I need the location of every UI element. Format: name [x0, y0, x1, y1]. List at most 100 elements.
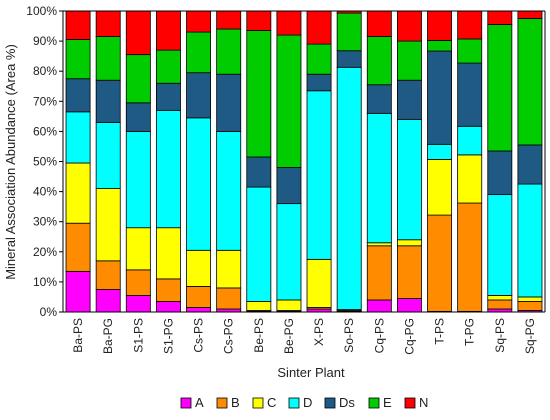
bar-segment-Ds-Ba-PS: [65, 78, 91, 113]
legend-label-Ds: Ds: [339, 395, 355, 410]
y-axis-title: Mineral Association Abundance (Area %): [3, 44, 18, 280]
bar-segment-N-T-PS: [427, 10, 453, 41]
y-tick-label: 10%: [33, 275, 57, 289]
bar-segment-B-Cq-PG: [396, 245, 422, 299]
bar-segment-B-Cs-PG: [216, 287, 242, 310]
legend-swatch-B: [216, 397, 228, 409]
x-tick-label: Cq-PS: [372, 318, 386, 353]
bar-segment-A-Cq-PS: [366, 299, 392, 313]
bar-segment-Ds-T-PG: [457, 62, 483, 127]
bar-segment-N-Sq-PS: [487, 10, 513, 25]
bar-segment-A-Ba-PG: [95, 289, 121, 313]
x-tick-label: Cs-PS: [192, 318, 206, 353]
bar-segment-D-S1-PG: [155, 109, 181, 229]
bar-segment-Ds-Be-PG: [276, 167, 302, 205]
legend-label-E: E: [383, 395, 392, 410]
x-tick-label: X-PS: [312, 318, 326, 346]
bar-segment-A-Ba-PS: [65, 270, 91, 313]
bar-segment-E-Cs-PG: [216, 28, 242, 75]
y-tick-label: 20%: [33, 245, 57, 259]
bar-segment-D-So-PS: [336, 66, 362, 310]
bar-segment-C-S1-PG: [155, 227, 181, 280]
bar-segment-N-T-PG: [457, 10, 483, 40]
bar-segment-D-Ba-PG: [95, 121, 121, 189]
bar-segment-E-Cs-PS: [186, 31, 212, 74]
bar-segment-D-Sq-PS: [487, 194, 513, 296]
bar-segment-C-Sq-PS: [487, 295, 513, 301]
legend: A B C D Ds E N: [180, 395, 428, 410]
bar-segment-N-S1-PS: [125, 10, 151, 56]
y-tick-label: 100%: [26, 4, 57, 18]
bar-segment-C-Be-PS: [246, 301, 272, 311]
bar-segment-Ds-S1-PS: [125, 102, 151, 132]
bar-segment-B-Ba-PS: [65, 222, 91, 272]
bar-segment-D-S1-PS: [125, 130, 151, 229]
x-tick-label: Sq-PS: [493, 318, 507, 353]
bar-segment-E-Cq-PG: [396, 40, 422, 81]
x-tick-label: Ba-PS: [71, 318, 85, 353]
bar-segment-Ds-S1-PG: [155, 82, 181, 111]
y-tick-label: 70%: [33, 94, 57, 108]
bar-segment-C-Sq-PG: [517, 296, 543, 302]
y-tick-labels: 0% 10% 20% 30% 40% 50% 60% 70% 80% 90% 100%: [26, 4, 63, 319]
bar-segment-Ds-So-PS: [336, 50, 362, 68]
bar-segment-B-Sq-PS: [487, 299, 513, 310]
x-tick-label: So-PS: [342, 318, 356, 353]
bar-segment-Ds-Cq-PG: [396, 79, 422, 120]
bar-segment-D-X-PS: [306, 90, 332, 260]
y-tick-label: 50%: [33, 155, 57, 169]
bar-segment-N-Cs-PS: [186, 10, 212, 33]
x-tick-label: Ba-PG: [101, 318, 115, 354]
bar-segment-E-T-PG: [457, 38, 483, 64]
bar-segment-N-S1-PG: [155, 10, 181, 51]
x-axis-title: Sinter Plant: [277, 365, 345, 380]
bar-segment-E-Cq-PS: [366, 36, 392, 86]
x-tick-label: T-PS: [433, 318, 447, 345]
legend-label-B: B: [231, 395, 240, 410]
bar-segment-D-Cs-PS: [186, 117, 212, 251]
bar-segment-D-Be-PG: [276, 203, 302, 301]
x-tick-label: Be-PS: [252, 318, 266, 353]
bar-segment-C-Ba-PS: [65, 162, 91, 224]
bar-segment-B-Ba-PG: [95, 260, 121, 290]
bar-segment-A-Cs-PS: [186, 307, 212, 313]
y-tick-label: 80%: [33, 64, 57, 78]
bar-segment-C-X-PS: [306, 258, 332, 308]
bar-segment-C-Cq-PG: [396, 239, 422, 247]
bar-segment-E-So-PS: [336, 12, 362, 52]
bar-segment-A-Cq-PG: [396, 298, 422, 313]
bar-segment-Ds-Sq-PS: [487, 150, 513, 196]
bar-segment-E-Sq-PG: [517, 18, 543, 146]
y-tick-label: 60%: [33, 124, 57, 138]
bar-segment-E-T-PS: [427, 40, 453, 52]
bar-segment-N-Cs-PG: [216, 10, 242, 30]
bar-segment-N-Be-PS: [246, 10, 272, 31]
bar-segment-D-Cq-PG: [396, 118, 422, 241]
legend-swatch-C: [252, 397, 264, 409]
bar-segment-B-Cs-PS: [186, 286, 212, 308]
bar-segment-D-Cq-PS: [366, 112, 392, 244]
x-tick-labels: Ba-PS Ba-PG S1-PS S1-PG Cs-PS Cs-PG Be-PS Be-PG…: [71, 318, 537, 355]
bar-segment-E-Be-PS: [246, 30, 272, 158]
bar-segment-E-Sq-PS: [487, 24, 513, 152]
bar-segment-E-S1-PS: [125, 54, 151, 104]
bar-segment-N-Cq-PG: [396, 10, 422, 42]
bar-segment-E-Be-PG: [276, 34, 302, 168]
legend-swatch-Ds: [324, 397, 336, 409]
bar-segment-D-T-PS: [427, 143, 453, 160]
bar-segment-Ds-Sq-PG: [517, 144, 543, 185]
legend-swatch-D: [288, 397, 300, 409]
bar-segment-C-T-PS: [427, 158, 453, 216]
legend-swatch-E: [368, 397, 380, 409]
bar-segment-D-Cs-PG: [216, 130, 242, 251]
bar-segment-B-Cq-PS: [366, 245, 392, 301]
x-tick-label: S1-PS: [131, 318, 145, 353]
bar-segment-A-S1-PS: [125, 295, 151, 313]
bar-segment-D-Be-PS: [246, 186, 272, 302]
bar-segment-Ds-Ba-PG: [95, 79, 121, 123]
y-tick-label: 30%: [33, 215, 57, 229]
bar-segment-C-T-PG: [457, 154, 483, 204]
x-tick-label: S1-PG: [161, 318, 175, 354]
y-tick-label: 90%: [33, 34, 57, 48]
bar-segment-N-Be-PG: [276, 10, 302, 36]
